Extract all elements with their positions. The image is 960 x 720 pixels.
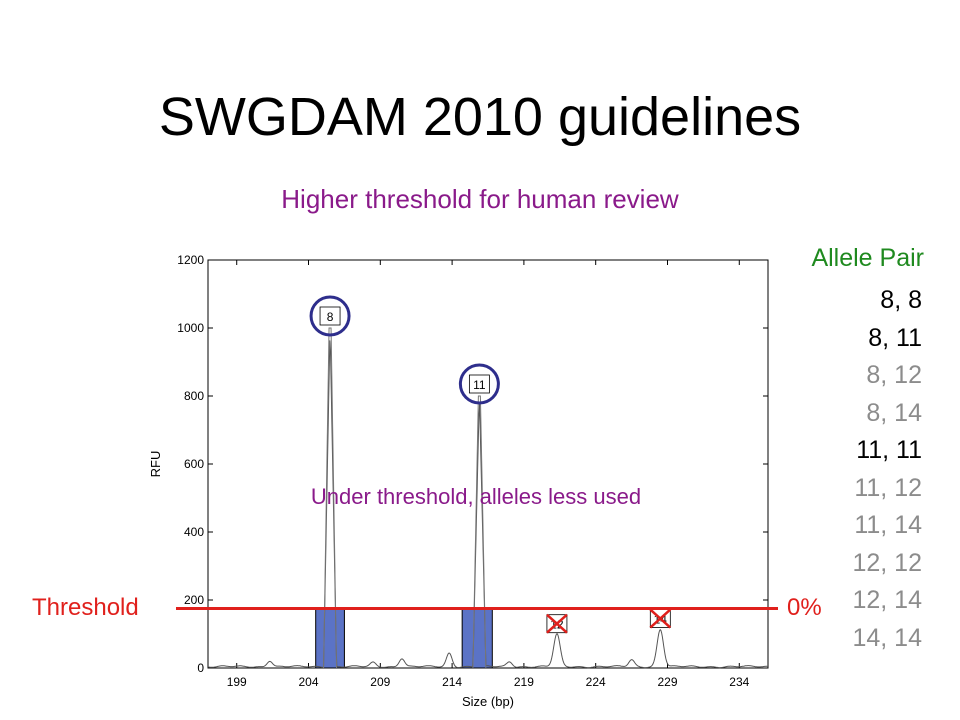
allele-pair-item: 12, 14 bbox=[852, 586, 922, 614]
subtitle: Higher threshold for human review bbox=[281, 184, 679, 214]
allele-label: 11 bbox=[473, 378, 486, 392]
threshold-bar bbox=[461, 608, 493, 669]
allele-pair-item: 8, 8 bbox=[880, 286, 922, 314]
allele-pair-item: 8, 14 bbox=[866, 398, 922, 427]
allele-circle bbox=[458, 363, 500, 405]
y-tick-label: 800 bbox=[184, 389, 204, 403]
peak-outline bbox=[323, 327, 338, 669]
allele-label: 8 bbox=[327, 310, 334, 324]
allele-pair-item: 11, 14 bbox=[854, 511, 922, 539]
allele-circle bbox=[309, 295, 351, 337]
x-axis-label: Size (bp) bbox=[462, 694, 514, 709]
peak-outline bbox=[472, 395, 487, 669]
threshold-label: Threshold bbox=[32, 594, 139, 621]
x-tick-label: 214 bbox=[442, 675, 462, 689]
allele-pair-item: 14, 14 bbox=[852, 623, 922, 652]
allele-pair-list: 8, 8 8, 11 8, 12 8, 14 11, 11 11, 12 11, 14 12,… bbox=[852, 282, 922, 657]
y-axis-label: RFU bbox=[148, 451, 163, 478]
x-tick-label: 199 bbox=[227, 675, 247, 689]
x-tick-label: 229 bbox=[657, 675, 677, 689]
y-tick-label: 1200 bbox=[177, 253, 204, 267]
cross-out-mark bbox=[546, 613, 568, 634]
allele-pair-item: 8, 12 bbox=[866, 361, 922, 389]
x-tick-label: 234 bbox=[729, 675, 749, 689]
y-tick-label: 1000 bbox=[177, 321, 204, 335]
plot-frame bbox=[207, 259, 769, 669]
x-tick-label: 204 bbox=[298, 675, 318, 689]
allele-pair-header: Allele Pair bbox=[811, 244, 924, 272]
x-tick-label: 209 bbox=[370, 675, 390, 689]
y-tick-label: 600 bbox=[184, 457, 204, 471]
allele-pair-item: 11, 11 bbox=[856, 436, 922, 464]
under-threshold-annotation: Under threshold, alleles less used bbox=[311, 484, 641, 509]
x-tick-label: 224 bbox=[586, 675, 606, 689]
page-title: SWGDAM 2010 guidelines bbox=[158, 87, 802, 147]
threshold-percent: 0% bbox=[787, 594, 822, 621]
allele-pair-item: 8, 11 bbox=[868, 323, 922, 352]
signal-trace bbox=[207, 340, 768, 669]
threshold-bar bbox=[315, 608, 345, 669]
y-tick-label: 200 bbox=[184, 593, 204, 607]
allele-pair-item: 12, 12 bbox=[852, 548, 922, 577]
plot-layer: 0 200 400 600 800 1000 1200 199 204 209 214 219 224 2… bbox=[148, 253, 778, 709]
cross-out-mark bbox=[649, 608, 672, 629]
allele-label-box bbox=[468, 374, 490, 394]
x-tick-label: 219 bbox=[514, 675, 534, 689]
y-tick-label: 400 bbox=[184, 525, 204, 539]
y-tick-label: 0 bbox=[197, 661, 204, 675]
allele-label-box bbox=[319, 306, 341, 326]
allele-pair-item: 11, 12 bbox=[854, 473, 922, 502]
